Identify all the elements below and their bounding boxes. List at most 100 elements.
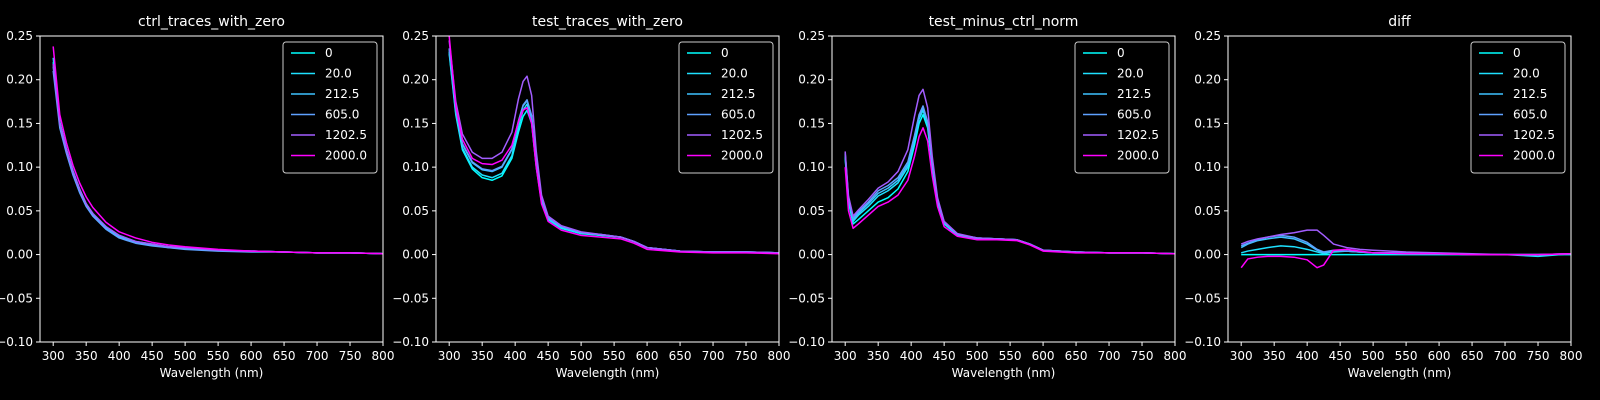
legend-entry: 2000.0 [1117,149,1159,163]
y-tick-label: 0.10 [798,160,825,174]
series-line-2000.0 [1240,248,1571,269]
legend-entry: 20.0 [325,67,352,81]
x-tick-label: 550 [603,349,626,363]
x-tick-label: 650 [669,349,692,363]
legend-entry: 605.0 [721,108,755,122]
subplot-2: test_traces_with_zero −0.10 −0.05 0.00 0.05 0… [392,14,790,380]
x-tick-label: 300 [834,349,857,363]
x-tick-label: 600 [1428,349,1451,363]
y-tick-label: 0.10 [402,160,429,174]
y-tick-label: 0.20 [798,73,825,87]
axes-frame [831,35,1176,343]
x-tick-label: 750 [735,349,758,363]
y-tick-label: 0.15 [402,116,429,130]
x-tick-label: 550 [207,349,230,363]
chart-title: test_minus_ctrl_norm [929,14,1079,30]
y-tick-label: −0.05 [0,291,33,305]
x-tick-label: 350 [867,349,890,363]
axes-frame [39,35,384,343]
x-tick-label: 500 [570,349,593,363]
x-tick-label: 500 [174,349,197,363]
x-tick-label: 450 [933,349,956,363]
x-tick-label: 750 [1131,349,1154,363]
x-axis-label: Wavelength (nm) [952,366,1056,380]
chart-title: diff [1388,14,1411,30]
series-group [844,88,1175,255]
y-tick-label: −0.05 [392,291,429,305]
x-axis-label: Wavelength (nm) [1348,366,1452,380]
x-tick-label: 500 [1362,349,1385,363]
legend: 0 20.0 212.5 605.0 1202.5 2000.0 [282,41,378,174]
y-tick-label: 0.10 [1194,160,1221,174]
y-tick-label: 0.20 [1194,73,1221,87]
x-tick-label: 700 [1494,349,1517,363]
legend-entry: 2000.0 [1513,149,1555,163]
series-line-1202.5 [1240,229,1571,256]
legend-entry: 1202.5 [1513,128,1555,142]
legend-entry: 20.0 [1117,67,1144,81]
x-tick-label: 650 [1065,349,1088,363]
legend: 0 20.0 212.5 605.0 1202.5 2000.0 [1470,41,1566,174]
legend-entry: 0 [1117,46,1125,60]
x-tick-label: 350 [75,349,98,363]
y-tick-label: 0.15 [1194,116,1221,130]
legend-box [282,41,378,174]
y-tick-label: 0.05 [1194,204,1221,218]
axes-frame [435,35,780,343]
y-tick-label: 0.10 [6,160,33,174]
legend-entry: 2000.0 [721,149,763,163]
legend-entry: 20.0 [721,67,748,81]
y-tick-label: 0.20 [6,73,33,87]
x-tick-label: 800 [1560,349,1583,363]
y-tick-label: −0.10 [1184,335,1221,349]
series-line-2000.0 [52,46,383,255]
x-tick-label: 500 [966,349,989,363]
x-tick-label: 400 [108,349,131,363]
y-tick-label: 0.20 [402,73,429,87]
y-tick-label: −0.05 [788,291,825,305]
legend-entry: 1202.5 [325,128,367,142]
x-tick-label: 700 [702,349,725,363]
legend-box [1074,41,1170,174]
legend-entry: 605.0 [1117,108,1151,122]
y-tick-label: 0.25 [6,29,33,43]
y-tick-label: 0.15 [798,116,825,130]
legend-entry: 212.5 [1513,87,1547,101]
chart-title: test_traces_with_zero [532,14,683,30]
legend-entry: 20.0 [1513,67,1540,81]
x-tick-label: 650 [1461,349,1484,363]
legend-box [1470,41,1566,174]
legend: 0 20.0 212.5 605.0 1202.5 2000.0 [1074,41,1170,174]
x-tick-label: 350 [471,349,494,363]
y-tick-label: −0.10 [392,335,429,349]
x-axis-label: Wavelength (nm) [556,366,660,380]
subplot-3: test_minus_ctrl_norm −0.10 −0.05 0.00 0.05 0.… [788,14,1186,380]
x-tick-label: 750 [1527,349,1550,363]
y-tick-label: 0.00 [798,248,825,262]
y-tick-label: 0.05 [402,204,429,218]
x-tick-label: 300 [42,349,65,363]
x-tick-label: 400 [1296,349,1319,363]
y-tick-label: 0.05 [6,204,33,218]
y-tick-label: 0.00 [6,248,33,262]
legend-entry: 0 [1513,46,1521,60]
x-tick-label: 400 [504,349,527,363]
y-tick-label: 0.25 [402,29,429,43]
x-tick-label: 350 [1263,349,1286,363]
x-tick-label: 650 [273,349,296,363]
x-tick-label: 550 [1395,349,1418,363]
series-group [52,46,383,255]
legend-box [678,41,774,174]
x-tick-label: 800 [768,349,791,363]
x-tick-label: 800 [1164,349,1187,363]
x-tick-label: 600 [240,349,263,363]
y-tick-label: 0.25 [798,29,825,43]
legend-entry: 1202.5 [1117,128,1159,142]
subplot-1: ctrl_traces_with_zero −0.10 −0.05 0.00 0.05 0… [0,14,394,380]
series-line-2000.0 [844,127,1175,255]
y-tick-label: 0.25 [1194,29,1221,43]
series-line-1202.5 [844,88,1175,255]
series-line-2000.0 [448,36,779,255]
series-group [1240,229,1571,269]
